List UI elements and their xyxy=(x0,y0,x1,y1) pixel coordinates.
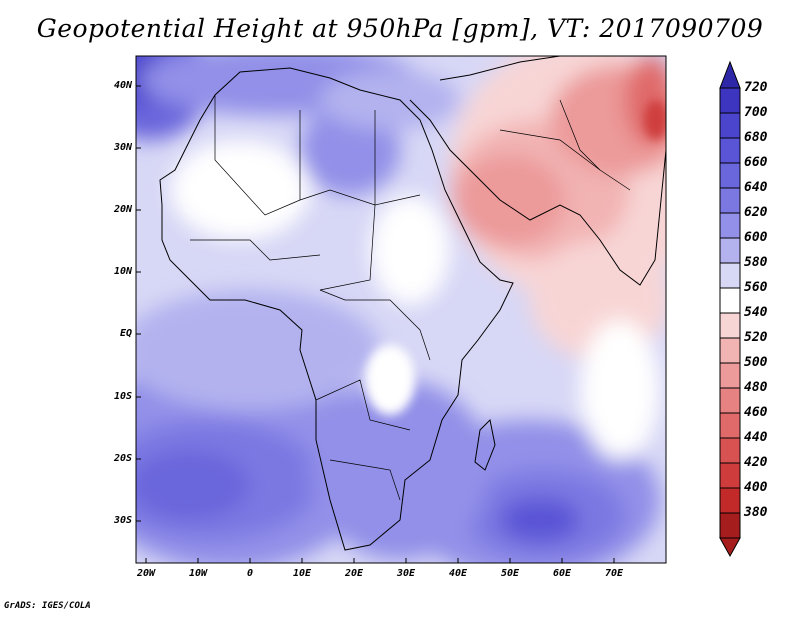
colorbar-label: 620 xyxy=(744,205,768,220)
colorbar-segment xyxy=(719,262,741,289)
lat-label: 30S xyxy=(113,515,132,526)
field-blobs xyxy=(136,56,666,563)
colorbar-segment xyxy=(719,487,741,514)
colorbar-label: 420 xyxy=(744,455,768,470)
colorbar-segment xyxy=(719,212,741,239)
lon-label: 20E xyxy=(344,568,364,579)
lon-label: 30E xyxy=(396,568,416,579)
lon-label: 20W xyxy=(136,568,156,579)
colorbar-segment xyxy=(719,187,741,214)
axis-ticks xyxy=(136,85,615,563)
colorbar-segment xyxy=(719,362,741,389)
colorbar-label: 380 xyxy=(744,505,768,520)
colorbar-segment xyxy=(719,87,741,114)
lon-label: 50E xyxy=(500,568,520,579)
colorbar-label: 480 xyxy=(744,380,768,395)
colorbar-segment xyxy=(719,287,741,314)
colorbar-segment xyxy=(719,462,741,489)
colorbar-label: 580 xyxy=(744,255,768,270)
lat-label: 20N xyxy=(113,204,132,215)
lon-label: 40E xyxy=(448,568,468,579)
grads-credit: GrADS: IGES/COLA xyxy=(4,601,91,611)
lon-label: 0 xyxy=(246,568,254,579)
colorbar-segment xyxy=(719,337,741,364)
lon-label: 60E xyxy=(552,568,572,579)
colorbar-segment xyxy=(719,162,741,189)
colorbar-label: 600 xyxy=(744,230,768,245)
colorbar-label: 400 xyxy=(744,480,768,495)
lat-label: EQ xyxy=(119,328,132,339)
colorbar-segment xyxy=(719,237,741,264)
colorbar-segment xyxy=(719,437,741,464)
lat-label: 40N xyxy=(113,80,132,91)
lat-label: 20S xyxy=(113,453,132,464)
colorbar-segment xyxy=(719,512,741,539)
map-frame xyxy=(135,55,667,564)
colorbar-segment xyxy=(719,412,741,439)
height-field xyxy=(136,56,666,563)
colorbar-label: 700 xyxy=(744,105,768,120)
colorbar-label: 500 xyxy=(744,355,768,370)
colorbar-label: 440 xyxy=(744,430,768,445)
lat-label: 30N xyxy=(113,142,132,153)
colorbar-label: 660 xyxy=(744,155,768,170)
colorbar-label: 540 xyxy=(744,305,768,320)
colorbar-label: 460 xyxy=(744,405,768,420)
colorbar-label: 680 xyxy=(744,130,768,145)
chart-title: Geopotential Height at 950hPa [gpm], VT:… xyxy=(36,14,764,43)
colorbar-top-arrow xyxy=(719,60,741,89)
lat-label: 10S xyxy=(113,391,132,402)
colorbar-label: 640 xyxy=(744,180,768,195)
colorbar xyxy=(719,60,741,558)
lon-label: 10W xyxy=(188,568,208,579)
coastlines xyxy=(159,56,666,551)
field-details xyxy=(365,100,666,415)
colorbar-segment xyxy=(719,112,741,139)
colorbar-label: 560 xyxy=(744,280,768,295)
colorbar-bottom-arrow xyxy=(719,537,741,558)
lon-label: 70E xyxy=(604,568,624,579)
colorbar-label: 520 xyxy=(744,330,768,345)
lat-label: 10N xyxy=(113,266,132,277)
colorbar-segment xyxy=(719,312,741,339)
colorbar-segment xyxy=(719,137,741,164)
colorbar-label: 720 xyxy=(744,80,768,95)
colorbar-segment xyxy=(719,387,741,414)
lon-label: 10E xyxy=(292,568,312,579)
country-borders xyxy=(190,95,631,501)
